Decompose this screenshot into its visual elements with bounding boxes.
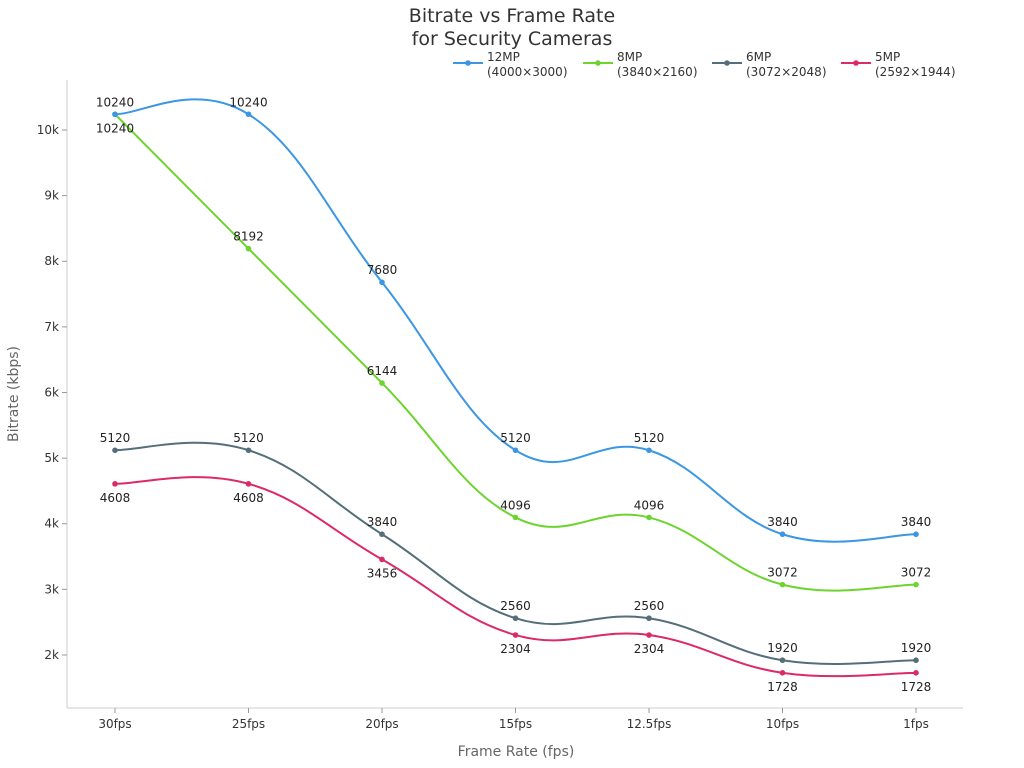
data-label: 3072 — [767, 566, 798, 580]
data-label: 7680 — [367, 263, 398, 277]
data-point — [913, 531, 919, 538]
series-line — [114, 98, 917, 543]
data-point — [913, 657, 919, 664]
data-label: 5120 — [500, 431, 531, 445]
data-point — [512, 447, 519, 454]
data-point — [245, 447, 252, 454]
data-point — [379, 556, 385, 563]
data-label: 2304 — [500, 642, 531, 656]
legend-marker — [853, 60, 859, 66]
data-point — [646, 615, 652, 622]
data-point — [779, 531, 786, 538]
data-label: 3840 — [367, 515, 398, 529]
data-label: 3840 — [767, 515, 798, 529]
legend-item[interactable]: 8MP(3840×2160) — [583, 50, 698, 79]
data-point — [245, 111, 252, 118]
y-tick-label: 6k — [44, 385, 59, 399]
y-axis-title: Bitrate (kbps) — [6, 346, 22, 442]
data-label: 10240 — [96, 121, 134, 135]
x-axis-title: Frame Rate (fps) — [458, 744, 575, 760]
data-label: 1920 — [901, 641, 932, 655]
legend-sublabel: (2592×1944) — [875, 65, 956, 79]
data-label: 6144 — [367, 364, 398, 378]
data-label: 2560 — [500, 599, 531, 613]
legend-item[interactable]: 5MP(2592×1944) — [841, 50, 956, 79]
data-point — [779, 670, 786, 676]
x-tick-label: 20fps — [365, 717, 398, 731]
data-point — [379, 531, 385, 538]
data-label: 3840 — [901, 515, 932, 529]
x-tick-label: 30fps — [98, 717, 131, 731]
data-label: 4096 — [500, 498, 531, 512]
data-point — [379, 279, 385, 286]
y-tick-label: 5k — [44, 451, 59, 465]
legend-label: 8MP — [617, 50, 642, 64]
data-point — [245, 481, 252, 487]
data-point — [646, 447, 652, 454]
data-label: 1728 — [901, 680, 932, 694]
legend-label: 5MP — [875, 50, 900, 64]
x-tick-label: 15fps — [499, 717, 532, 731]
data-label: 4608 — [233, 491, 264, 505]
chart-title-line-1: Bitrate vs Frame Rate — [409, 5, 615, 27]
y-tick-label: 3k — [44, 582, 59, 596]
legend-label: 6MP — [746, 50, 771, 64]
x-tick-label: 12.5fps — [627, 717, 672, 731]
x-tick-label: 1fps — [903, 717, 929, 731]
data-point — [913, 670, 919, 676]
data-label: 1728 — [767, 680, 798, 694]
data-point — [512, 615, 519, 622]
data-point — [512, 514, 519, 521]
data-label: 8192 — [233, 230, 264, 244]
data-point — [379, 380, 385, 386]
data-label: 2560 — [634, 599, 665, 613]
series-line — [114, 441, 917, 665]
y-tick-label: 4k — [44, 517, 59, 531]
legend-sublabel: (3072×2048) — [746, 65, 827, 79]
legend-marker — [724, 60, 730, 66]
chart-title-line-2: for Security Cameras — [412, 28, 613, 50]
data-point — [646, 514, 652, 521]
data-point — [913, 581, 919, 588]
y-tick-label: 9k — [44, 189, 59, 203]
legend-marker — [465, 60, 471, 66]
data-point — [779, 657, 786, 664]
y-tick-label: 10k — [37, 123, 59, 137]
data-label: 1920 — [767, 641, 798, 655]
data-label: 3456 — [367, 566, 398, 580]
x-tick-label: 10fps — [766, 717, 799, 731]
data-point — [112, 111, 118, 118]
legend-marker — [595, 60, 601, 66]
legend-sublabel: (4000×3000) — [487, 65, 568, 79]
data-label: 5120 — [634, 431, 665, 445]
y-tick-label: 8k — [44, 254, 59, 268]
data-point — [112, 447, 118, 454]
legend-label: 12MP — [487, 50, 520, 64]
legend-item[interactable]: 6MP(3072×2048) — [712, 50, 827, 79]
legend-sublabel: (3840×2160) — [617, 65, 698, 79]
data-point — [646, 632, 652, 638]
legend-item[interactable]: 12MP(4000×3000) — [453, 50, 568, 79]
data-label: 10240 — [96, 95, 134, 109]
x-tick-label: 25fps — [232, 717, 265, 731]
data-label: 4096 — [634, 498, 665, 512]
data-point — [245, 245, 252, 252]
y-tick-label: 2k — [44, 648, 59, 662]
data-point — [112, 481, 118, 487]
data-label: 10240 — [229, 95, 267, 109]
data-label: 2304 — [634, 642, 665, 656]
data-point — [512, 632, 519, 638]
data-label: 5120 — [233, 431, 264, 445]
y-tick-label: 7k — [44, 320, 59, 334]
data-label: 4608 — [100, 491, 131, 505]
data-label: 3072 — [901, 566, 932, 580]
data-point — [779, 581, 786, 588]
data-label: 5120 — [100, 431, 131, 445]
